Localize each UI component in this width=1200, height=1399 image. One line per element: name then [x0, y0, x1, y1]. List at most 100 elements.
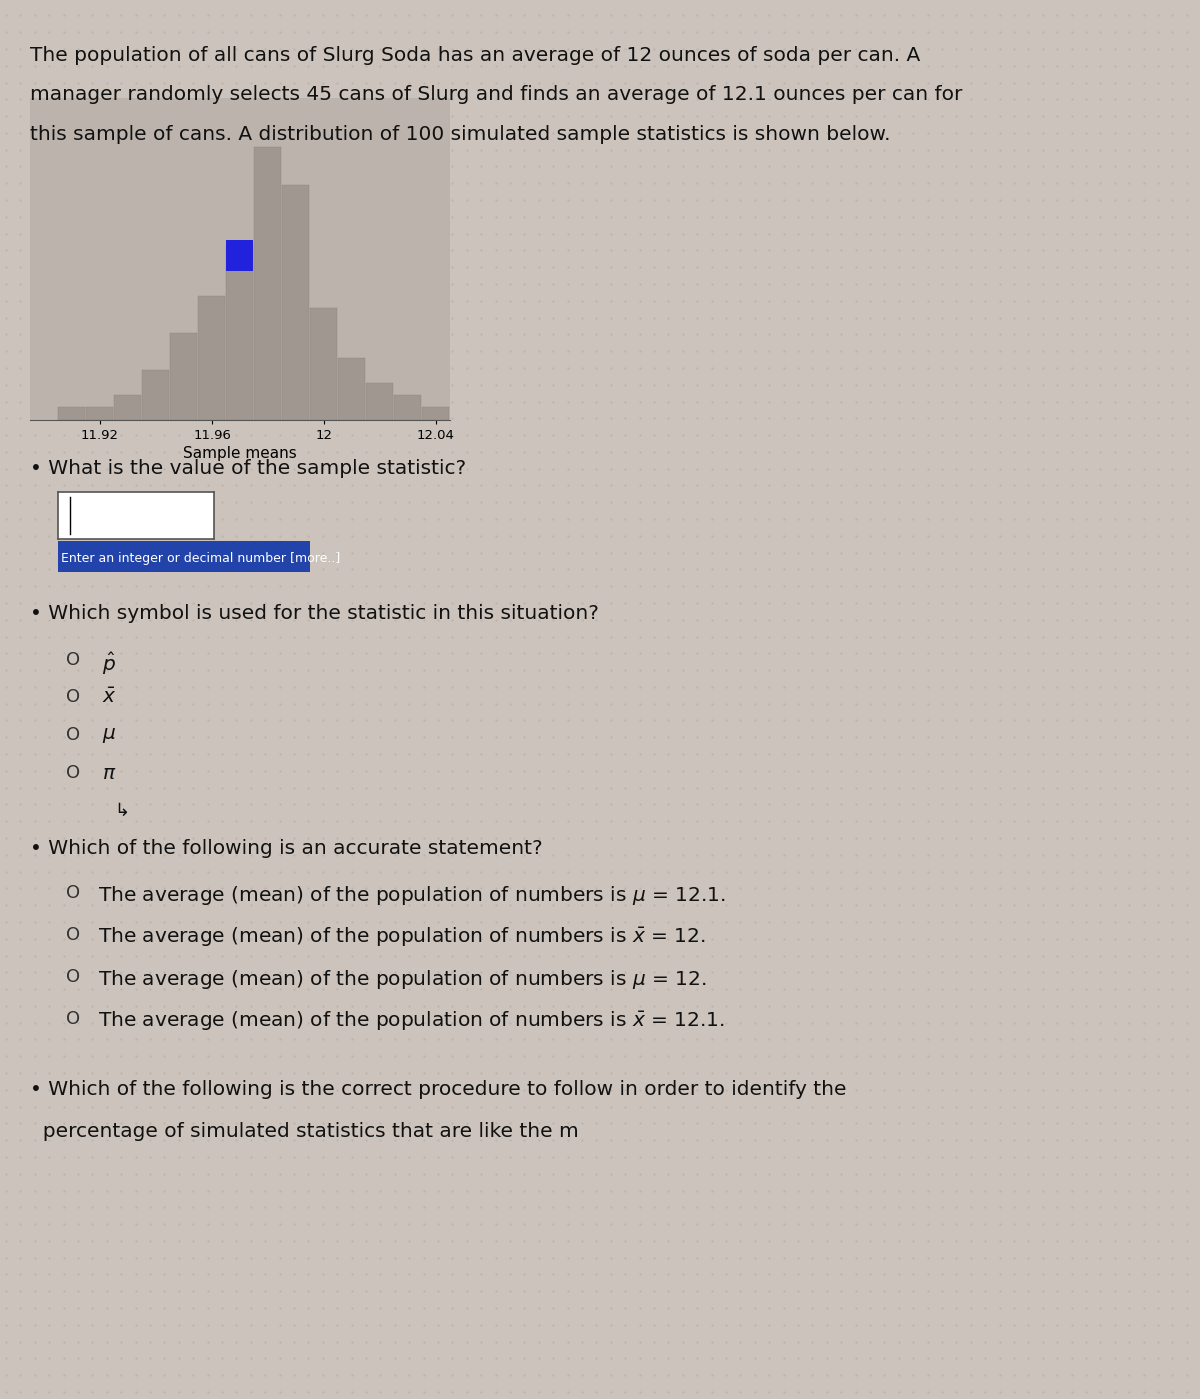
Point [918, 424, 937, 446]
Point [673, 1364, 692, 1386]
Point [788, 1112, 808, 1135]
Point [673, 441, 692, 463]
Point [342, 944, 361, 967]
Point [342, 1163, 361, 1185]
Point [256, 928, 275, 950]
Point [817, 21, 836, 43]
Point [385, 1230, 404, 1252]
Point [875, 1079, 894, 1101]
Point [904, 810, 923, 832]
Point [241, 189, 260, 211]
Point [832, 457, 851, 480]
Point [832, 155, 851, 178]
Point [904, 1314, 923, 1336]
Point [428, 760, 448, 782]
Point [1062, 273, 1081, 295]
Point [385, 827, 404, 849]
Point [500, 693, 520, 715]
Point [1148, 642, 1168, 665]
Point [860, 961, 880, 983]
Point [328, 189, 347, 211]
Point [961, 1263, 980, 1286]
Point [1148, 290, 1168, 312]
Point [414, 189, 433, 211]
Point [716, 676, 736, 698]
Point [515, 525, 534, 547]
Point [112, 1062, 131, 1084]
Point [1091, 206, 1110, 228]
Point [918, 776, 937, 799]
Point [1105, 575, 1124, 597]
Point [140, 273, 160, 295]
Point [472, 206, 491, 228]
Point [688, 978, 707, 1000]
Point [731, 1381, 750, 1399]
Point [97, 995, 116, 1017]
Point [155, 1297, 174, 1319]
Point [270, 21, 289, 43]
Point [1105, 776, 1124, 799]
Point [1148, 693, 1168, 715]
Point [875, 374, 894, 396]
Point [860, 122, 880, 144]
Point [11, 122, 30, 144]
Bar [366, 382, 394, 420]
Point [644, 676, 664, 698]
Point [515, 1314, 534, 1336]
Point [1076, 894, 1096, 916]
Point [270, 1045, 289, 1067]
Point [616, 474, 635, 497]
Point [904, 609, 923, 631]
Point [169, 357, 188, 379]
Point [457, 894, 476, 916]
Point [270, 525, 289, 547]
Point [976, 273, 995, 295]
Point [198, 1062, 217, 1084]
Point [112, 592, 131, 614]
Point [54, 844, 73, 866]
Point [1048, 776, 1067, 799]
Point [385, 457, 404, 480]
Point [846, 676, 865, 698]
Point [601, 474, 620, 497]
Point [774, 592, 793, 614]
Point [155, 1364, 174, 1386]
Point [155, 1079, 174, 1101]
Point [860, 1146, 880, 1168]
Point [918, 1079, 937, 1101]
Point [472, 55, 491, 77]
Point [54, 122, 73, 144]
Point [83, 1179, 102, 1202]
Point [1105, 1028, 1124, 1051]
Point [587, 1112, 606, 1135]
Point [990, 743, 1009, 765]
Point [428, 659, 448, 681]
Point [54, 1045, 73, 1067]
Point [126, 1011, 145, 1034]
Point [846, 1230, 865, 1252]
Point [702, 944, 721, 967]
Point [1019, 877, 1038, 900]
Point [227, 558, 246, 581]
Point [760, 1045, 779, 1067]
Point [1148, 508, 1168, 530]
Point [875, 491, 894, 513]
Text: this sample of cans. A distribution of 100 simulated sample statistics is shown : this sample of cans. A distribution of 1… [30, 125, 890, 144]
Point [774, 172, 793, 194]
Point [356, 441, 376, 463]
Point [385, 541, 404, 564]
Point [990, 38, 1009, 60]
Point [256, 206, 275, 228]
Point [932, 155, 952, 178]
Point [500, 894, 520, 916]
Point [774, 776, 793, 799]
Point [788, 659, 808, 681]
Point [947, 4, 966, 27]
Point [716, 4, 736, 27]
Point [356, 961, 376, 983]
Point [745, 1381, 764, 1399]
Point [241, 1330, 260, 1353]
Point [832, 659, 851, 681]
Point [472, 609, 491, 631]
Point [1105, 122, 1124, 144]
